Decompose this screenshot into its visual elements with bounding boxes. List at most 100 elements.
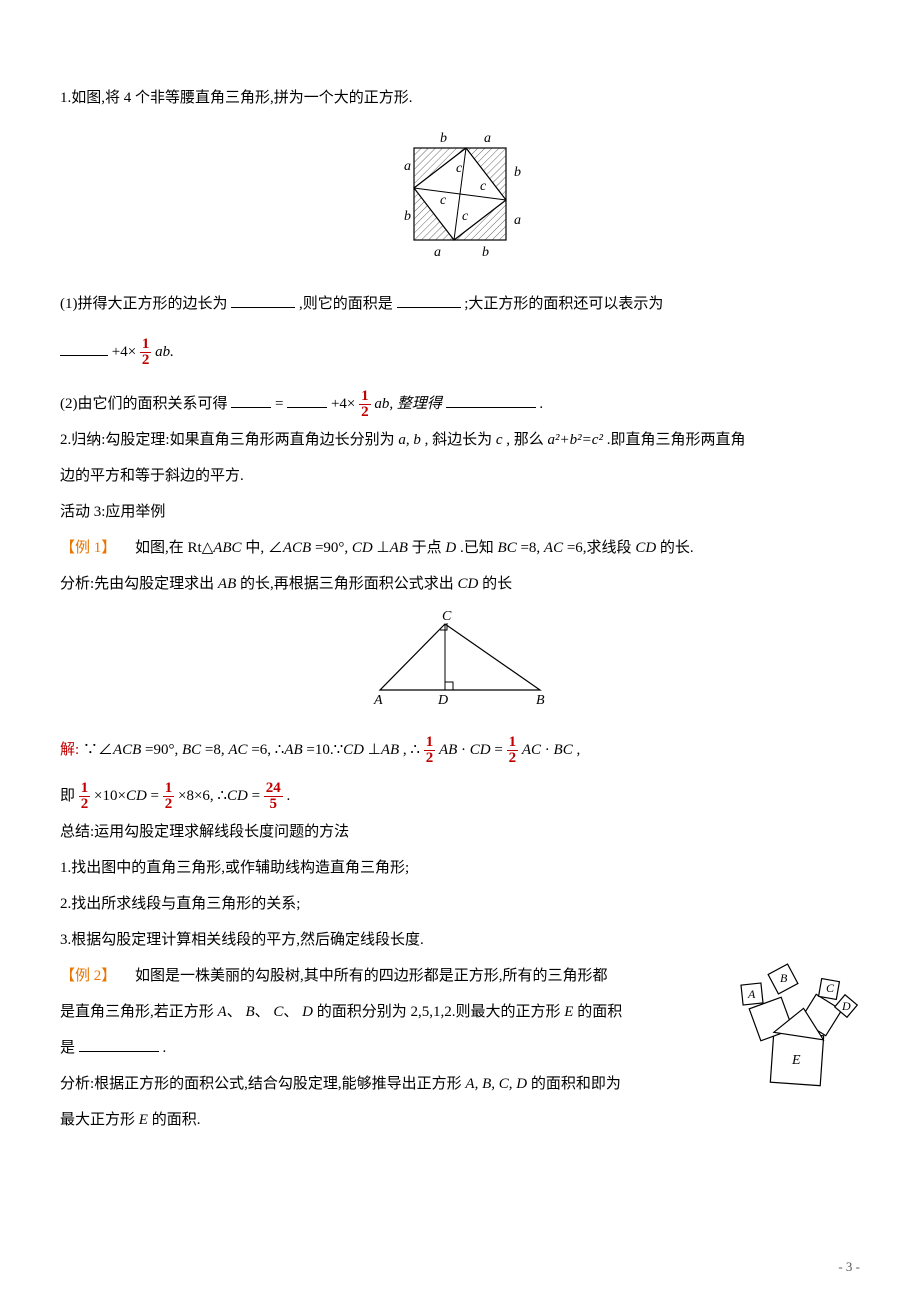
blank[interactable]	[79, 1037, 159, 1052]
text: =	[252, 788, 260, 804]
var: ACB	[113, 742, 141, 758]
summary-title: 总结:运用勾股定理求解线段长度问题的方法	[60, 814, 860, 850]
one-half-fraction: 12	[507, 735, 519, 766]
svg-text:c: c	[456, 161, 463, 176]
theorem-line1: 2.归纳:勾股定理:如果直角三角形两直角边长分别为 a, b , 斜边长为 c …	[60, 422, 860, 458]
svg-text:b: b	[440, 131, 447, 146]
text: =6, ∴	[251, 742, 284, 758]
svg-text:B: B	[536, 693, 545, 708]
q1-intro: (1)拼得大正方形的边长为	[60, 296, 228, 312]
svg-text:A: A	[373, 693, 383, 708]
blank[interactable]	[231, 393, 271, 408]
text: ·	[461, 742, 466, 758]
var: E	[139, 1112, 148, 1128]
text: =90°,	[145, 742, 182, 758]
blank[interactable]	[287, 393, 327, 408]
text: =8,	[520, 540, 543, 556]
text: =8,	[205, 742, 228, 758]
summary-1: 1.找出图中的直角三角形,或作辅助线构造直角三角形;	[60, 850, 860, 886]
var: AB	[390, 540, 408, 556]
var: AC	[522, 742, 541, 758]
svg-text:b: b	[404, 209, 411, 224]
pythagoras-tree: A B C D E	[740, 962, 860, 1092]
var: A	[218, 1004, 227, 1020]
var: CD	[126, 788, 147, 804]
var: CD	[343, 742, 364, 758]
var: BC	[498, 540, 517, 556]
var: AB	[439, 742, 457, 758]
var: CD	[458, 576, 479, 592]
text: 如图,在 Rt△	[120, 540, 213, 556]
blank[interactable]	[231, 293, 295, 308]
q1-line1: (1)拼得大正方形的边长为 ,则它的面积是 ;大正方形的面积还可以表示为	[60, 286, 860, 322]
var: CD	[470, 742, 491, 758]
text: 、	[227, 1004, 242, 1020]
svg-text:c: c	[440, 193, 447, 208]
example-1-tag: 【例 1】	[60, 540, 116, 556]
figure-3-wrap: A B C D E	[740, 962, 860, 1106]
solution-line2: 即 12 ×10×CD = 12 ×8×6, ∴CD = 245 .	[60, 778, 860, 814]
var: A, B, C, D	[465, 1076, 527, 1092]
text: 的长.	[660, 540, 694, 556]
svg-text:D: D	[437, 693, 448, 708]
svg-text:b: b	[514, 165, 521, 180]
text: ⊥	[377, 540, 390, 556]
text: 的面积	[577, 1004, 622, 1020]
q2-tail: .	[539, 396, 543, 412]
q1-tail: +4×	[112, 344, 136, 360]
example-1-analysis: 分析:先由勾股定理求出 AB 的长,再根据三角形面积公式求出 CD 的长	[60, 566, 860, 602]
one-half-fraction: 12	[79, 781, 91, 812]
q1-line2: +4× 12 ab.	[60, 334, 860, 370]
var: AB	[218, 576, 236, 592]
text: ∵∠	[83, 742, 113, 758]
problem-1-text: 1.如图,将 4 个非等腰直角三角形,拼为一个大的正方形.	[60, 80, 860, 116]
var: ABC	[213, 540, 241, 556]
var: E	[564, 1004, 573, 1020]
text: .	[163, 1040, 167, 1056]
text: =90°,	[315, 540, 352, 556]
one-half-fraction: 12	[359, 389, 371, 420]
text: 的长,再根据三角形面积公式求出	[240, 576, 458, 592]
one-half-fraction: 12	[163, 781, 175, 812]
activity-3: 活动 3:应用举例	[60, 494, 860, 530]
text: .即直角三角形两直角	[607, 432, 746, 448]
text: 分析:先由勾股定理求出	[60, 576, 218, 592]
text: 的面积和即为	[531, 1076, 621, 1092]
svg-text:B: B	[780, 971, 788, 985]
blank[interactable]	[60, 341, 108, 356]
text: , 那么	[506, 432, 547, 448]
text: ×10×	[94, 788, 126, 804]
ab-text: ab, 整理得	[374, 396, 442, 412]
summary-3: 3.根据勾股定理计算相关线段的平方,然后确定线段长度.	[60, 922, 860, 958]
var: D	[302, 1004, 313, 1020]
figure-2-wrap: A B C D	[60, 610, 860, 724]
svg-text:a: a	[514, 213, 521, 228]
theorem-line2: 边的平方和等于斜边的平方.	[60, 458, 860, 494]
text: =10.∵	[306, 742, 343, 758]
svg-text:a: a	[484, 131, 491, 146]
blank[interactable]	[397, 293, 461, 308]
one-half-fraction: 12	[140, 337, 152, 368]
var: CD	[635, 540, 656, 556]
var: AC	[228, 742, 247, 758]
text: .已知	[460, 540, 498, 556]
var: BC	[182, 742, 201, 758]
solution-line1: 解: ∵∠ACB =90°, BC =8, AC =6, ∴AB =10.∵CD…	[60, 732, 860, 768]
q2-mid2: +4×	[331, 396, 355, 412]
text: ⊥	[368, 742, 381, 758]
svg-text:E: E	[791, 1053, 801, 1068]
text: , 斜边长为	[425, 432, 496, 448]
svg-text:A: A	[747, 987, 756, 1001]
var: CD	[352, 540, 373, 556]
q2-mid1: =	[275, 396, 287, 412]
text: 是直角三角形,若正方形	[60, 1004, 218, 1020]
text: ×8×6, ∴	[178, 788, 227, 804]
text: 的长	[482, 576, 512, 592]
text: 如图是一株美丽的勾股树,其中所有的四边形都是正方形,所有的三角形都	[120, 968, 608, 984]
svg-text:D: D	[841, 999, 851, 1013]
text: ·	[545, 742, 550, 758]
blank[interactable]	[446, 393, 536, 408]
example-1-question: 【例 1】 如图,在 Rt△ABC 中, ∠ACB =90°, CD ⊥AB 于…	[60, 530, 860, 566]
solution-tag: 解:	[60, 742, 79, 758]
var: ACB	[283, 540, 311, 556]
